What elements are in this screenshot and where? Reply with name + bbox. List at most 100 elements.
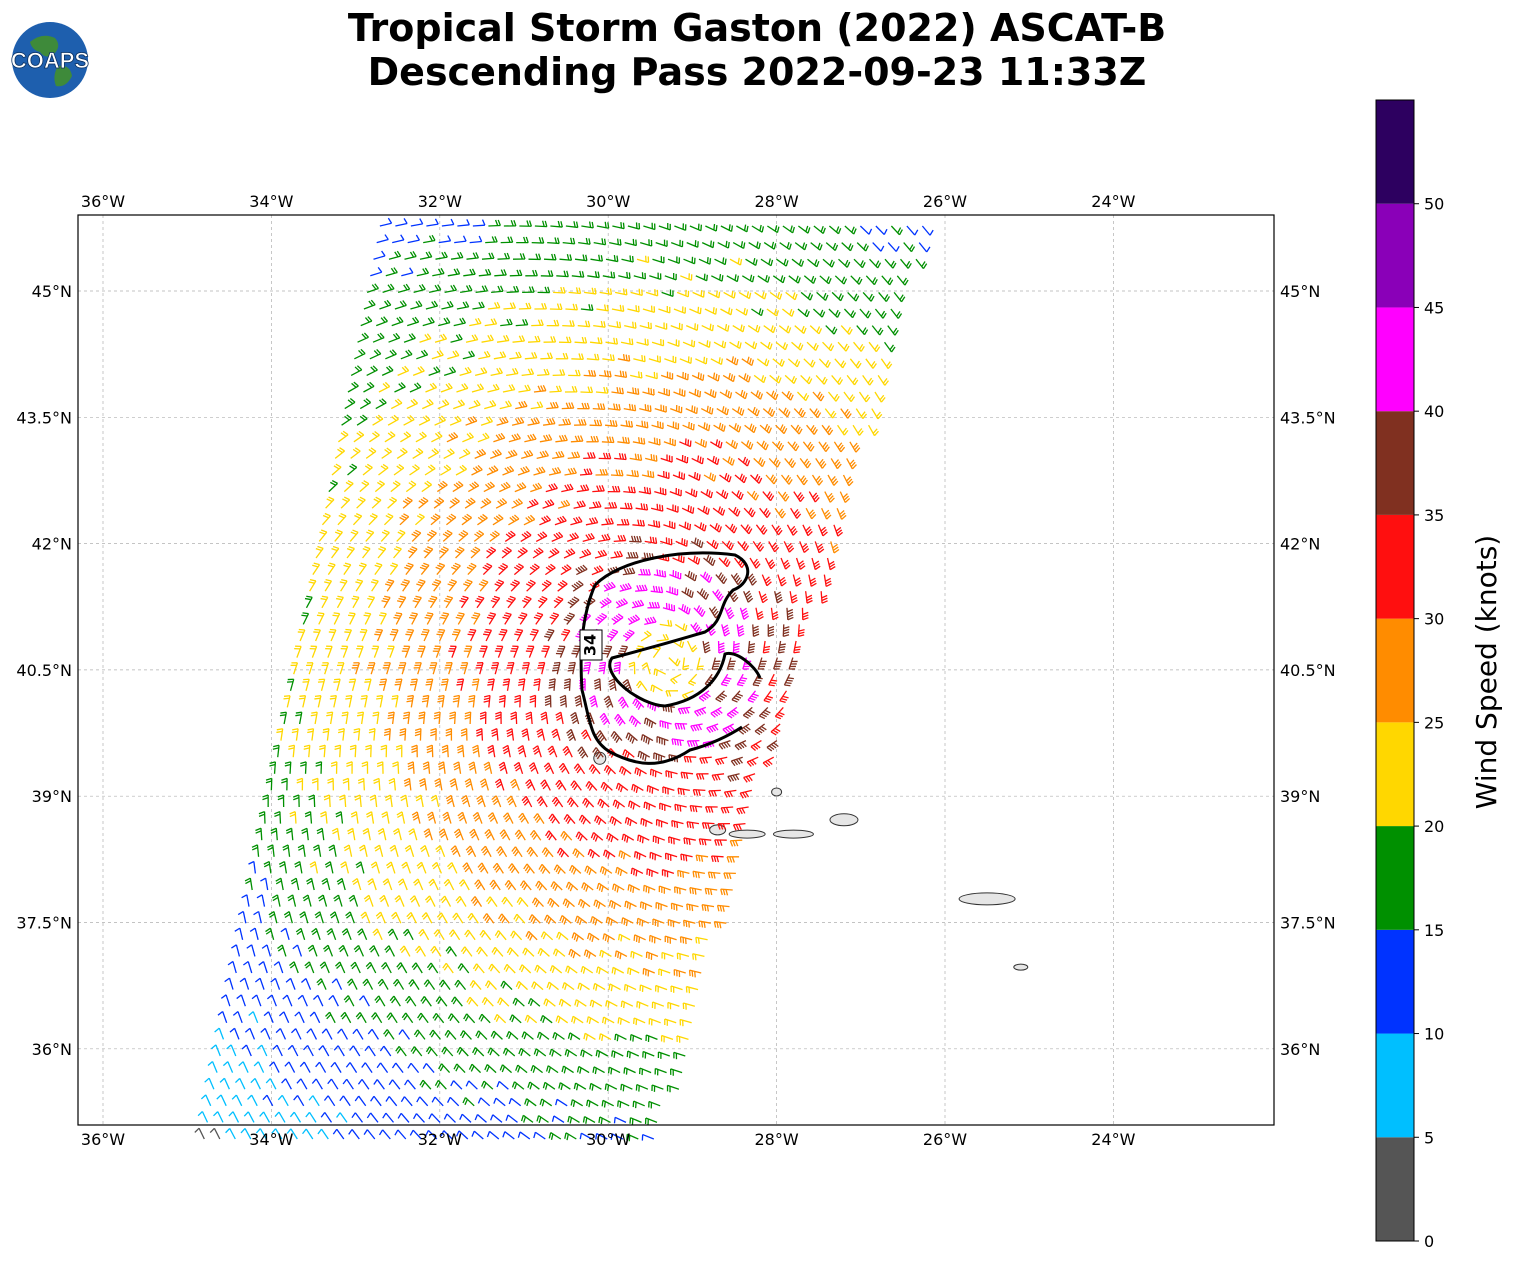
wind-barb <box>640 239 653 247</box>
wind-barb <box>386 861 396 874</box>
wind-barb <box>593 320 606 328</box>
wind-barb <box>653 668 666 677</box>
contour-label: 34 <box>579 629 603 661</box>
wind-barb <box>639 404 652 413</box>
wind-barb <box>385 349 397 360</box>
wind-barb <box>402 496 413 509</box>
wind-barb <box>617 1100 630 1108</box>
wind-barb <box>513 563 524 576</box>
wind-barb <box>399 513 410 526</box>
wind-barb <box>571 353 584 360</box>
wind-barb <box>717 822 730 830</box>
wind-barb <box>217 1010 228 1024</box>
wind-barb <box>731 490 744 500</box>
wind-barb <box>527 997 541 1007</box>
wind-barb <box>559 336 572 344</box>
wind-barb <box>800 291 814 301</box>
wind-barb <box>376 694 384 708</box>
wind-barb <box>564 385 578 393</box>
wind-barb <box>525 579 536 592</box>
wind-barb <box>714 257 727 266</box>
wind-barb <box>324 861 334 874</box>
wind-barb <box>567 596 580 609</box>
wind-barb <box>683 837 696 845</box>
wind-barb <box>356 645 364 658</box>
wind-barb <box>540 711 549 725</box>
wind-barb <box>356 414 368 426</box>
colorbar-segment <box>1376 100 1414 204</box>
wind-barb <box>827 391 840 402</box>
wind-barb <box>759 507 771 518</box>
wind-barb <box>413 878 424 891</box>
wind-barb <box>582 661 592 675</box>
wind-barb <box>250 1077 261 1090</box>
wind-barb <box>635 1083 649 1092</box>
wind-barb <box>513 913 526 924</box>
wind-barb <box>723 872 736 880</box>
wind-barb <box>679 356 692 364</box>
wind-barb <box>318 1045 330 1057</box>
wind-barb <box>532 745 542 758</box>
wind-barb <box>714 839 727 846</box>
wind-barb <box>349 529 359 542</box>
wind-barb <box>731 406 745 416</box>
wind-barb <box>525 269 538 277</box>
wind-barb <box>409 895 421 907</box>
wind-barb <box>463 268 476 277</box>
wind-barb <box>842 474 854 487</box>
wind-barb <box>768 457 781 468</box>
wind-barb <box>496 1080 509 1090</box>
wind-barb <box>732 822 746 831</box>
wind-barb <box>724 523 738 534</box>
wind-barb <box>617 436 630 444</box>
wind-barb <box>676 371 689 381</box>
wind-barb <box>462 350 476 360</box>
wind-barb <box>615 598 628 609</box>
wind-barb <box>754 723 767 736</box>
wind-barb <box>428 1113 441 1123</box>
wind-barb <box>793 491 805 503</box>
wind-barb <box>490 1030 503 1040</box>
wind-barb <box>676 289 690 298</box>
wind-barb <box>567 1032 581 1041</box>
wind-barb <box>315 545 324 559</box>
wind-barb <box>292 794 300 808</box>
wind-barb <box>400 349 413 360</box>
wind-barb <box>530 1064 543 1074</box>
wind-barb <box>622 629 635 642</box>
wind-barb <box>491 728 499 741</box>
lon-tick-label-bottom: 32°W <box>418 1130 462 1149</box>
wind-barb <box>297 844 306 857</box>
wind-barb <box>708 789 721 797</box>
wind-barb <box>527 1081 540 1090</box>
wind-barb <box>660 537 673 546</box>
wind-barb <box>789 591 798 604</box>
wind-barb <box>281 777 288 791</box>
wind-barb <box>376 1062 389 1073</box>
wind-barb <box>431 579 442 592</box>
wind-barb <box>602 645 613 658</box>
wind-barb <box>350 961 361 974</box>
wind-barb <box>755 607 764 621</box>
wind-barb <box>764 557 776 570</box>
wind-barb <box>432 267 445 277</box>
wind-barb <box>462 862 473 874</box>
wind-barb <box>692 953 705 961</box>
wind-barb <box>622 749 635 759</box>
wind-barb <box>763 241 777 250</box>
wind-barb <box>629 453 643 462</box>
wind-barb <box>539 515 551 526</box>
wind-barb <box>486 1130 500 1140</box>
wind-barb <box>393 463 405 476</box>
wind-barb <box>669 487 682 497</box>
wind-barb <box>379 612 387 625</box>
wind-barb <box>682 1002 696 1010</box>
wind-barb <box>738 291 752 300</box>
wind-barb <box>400 1096 413 1107</box>
wind-barb <box>632 698 645 711</box>
wind-barb <box>407 234 421 244</box>
wind-barb <box>528 914 541 925</box>
wind-barb <box>632 437 646 445</box>
wind-barb <box>694 522 707 532</box>
wind-barb <box>762 491 775 502</box>
